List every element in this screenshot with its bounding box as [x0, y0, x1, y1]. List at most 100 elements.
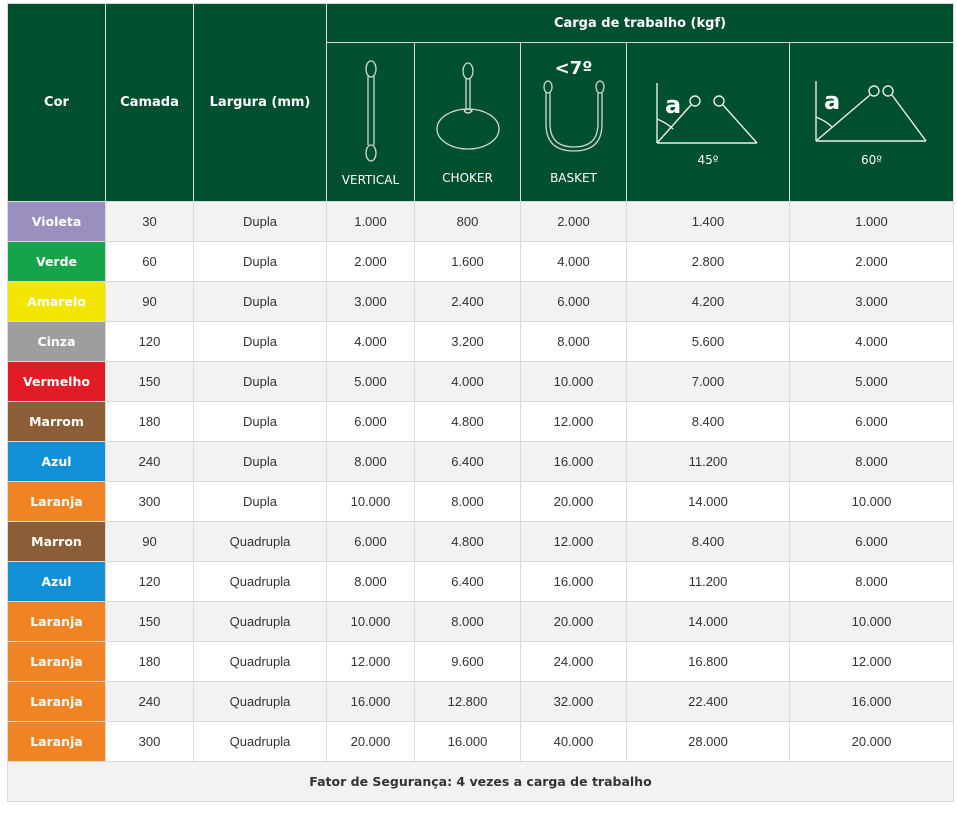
choker-load-cell: 4.800 — [414, 401, 521, 442]
choker-label: CHOKER — [442, 171, 493, 185]
camada-cell: 240 — [105, 441, 194, 482]
choker-load-cell: 16.000 — [414, 721, 521, 762]
basket-sling-icon — [542, 80, 605, 152]
angle-45-load-cell: 14.000 — [626, 481, 790, 522]
angle-45-load-cell: 16.800 — [626, 641, 790, 682]
basket-angle-label: <7º — [554, 58, 593, 79]
header-largura: Largura (mm) — [193, 3, 327, 202]
camada-cell: 180 — [105, 641, 194, 682]
vertical-load-cell: 10.000 — [326, 481, 415, 522]
choker-load-cell: 3.200 — [414, 321, 521, 362]
choker-load-cell: 2.400 — [414, 281, 521, 322]
header-60: a 60º — [789, 42, 954, 202]
vertical-sling-icon — [364, 60, 377, 162]
angle-45-load-cell: 2.800 — [626, 241, 790, 282]
angle-60-load-cell: 1.000 — [789, 201, 954, 242]
angle-60-load-cell: 5.000 — [789, 361, 954, 402]
color-name-cell: Laranja — [7, 601, 106, 642]
vertical-load-cell: 12.000 — [326, 641, 415, 682]
basket-load-cell: 12.000 — [520, 521, 627, 562]
header-cor: Cor — [7, 3, 106, 202]
vertical-load-cell: 10.000 — [326, 601, 415, 642]
vertical-load-cell: 6.000 — [326, 521, 415, 562]
table-row: Azul 120 Quadrupla 8.000 6.400 16.000 11.200 8.… — [7, 561, 954, 602]
basket-load-cell: 24.000 — [520, 641, 627, 682]
choker-load-cell: 6.400 — [414, 561, 521, 602]
camada-cell: 90 — [105, 281, 194, 322]
choker-load-cell: 4.800 — [414, 521, 521, 562]
camada-cell: 180 — [105, 401, 194, 442]
vertical-load-cell: 16.000 — [326, 681, 415, 722]
angle-45-load-cell: 14.000 — [626, 601, 790, 642]
vertical-load-cell: 8.000 — [326, 561, 415, 602]
angle-letter-45: a — [665, 91, 681, 119]
angle-60-load-cell: 4.000 — [789, 321, 954, 362]
color-name-cell: Verde — [7, 241, 106, 282]
angle-45-load-cell: 8.400 — [626, 521, 790, 562]
choker-load-cell: 9.600 — [414, 641, 521, 682]
angle-45-sling-icon: a — [656, 83, 758, 144]
basket-label: BASKET — [550, 171, 597, 185]
angle-45-load-cell: 22.400 — [626, 681, 790, 722]
largura-cell: Dupla — [193, 481, 327, 522]
angle-45-load-cell: 5.600 — [626, 321, 790, 362]
angle-60-load-cell: 6.000 — [789, 521, 954, 562]
vertical-load-cell: 2.000 — [326, 241, 415, 282]
angle-60-load-cell: 8.000 — [789, 561, 954, 602]
angle-45-load-cell: 7.000 — [626, 361, 790, 402]
table-row: Violeta 30 Dupla 1.000 800 2.000 1.400 1.000 — [7, 201, 954, 242]
choker-load-cell: 800 — [414, 201, 521, 242]
vertical-load-cell: 4.000 — [326, 321, 415, 362]
color-name-cell: Azul — [7, 561, 106, 602]
basket-load-cell: 2.000 — [520, 201, 627, 242]
angle-45-load-cell: 28.000 — [626, 721, 790, 762]
angle-45-label: 45º — [697, 153, 719, 167]
camada-cell: 240 — [105, 681, 194, 722]
table-row: Vermelho 150 Dupla 5.000 4.000 10.000 7.000 5.0… — [7, 361, 954, 402]
angle-45-load-cell: 11.200 — [626, 441, 790, 482]
angle-60-load-cell: 10.000 — [789, 481, 954, 522]
table-row: Laranja 180 Quadrupla 12.000 9.600 24.000 16.8… — [7, 641, 954, 682]
table-body: Violeta 30 Dupla 1.000 800 2.000 1.400 1.000 Ver… — [7, 201, 954, 762]
largura-cell: Quadrupla — [193, 681, 327, 722]
angle-letter-60: a — [824, 87, 840, 115]
table-row: Marrom 180 Dupla 6.000 4.800 12.000 8.400 6.000 — [7, 401, 954, 442]
camada-cell: 150 — [105, 601, 194, 642]
angle-45-load-cell: 1.400 — [626, 201, 790, 242]
color-name-cell: Laranja — [7, 681, 106, 722]
table-row: Amarelo 90 Dupla 3.000 2.400 6.000 4.200 3.000 — [7, 281, 954, 322]
color-name-cell: Laranja — [7, 481, 106, 522]
choker-load-cell: 12.800 — [414, 681, 521, 722]
color-name-cell: Violeta — [7, 201, 106, 242]
angle-60-load-cell: 8.000 — [789, 441, 954, 482]
choker-load-cell: 4.000 — [414, 361, 521, 402]
table-row: Laranja 240 Quadrupla 16.000 12.800 32.000 22.… — [7, 681, 954, 722]
basket-load-cell: 16.000 — [520, 441, 627, 482]
header-camada: Camada — [105, 3, 194, 202]
largura-cell: Quadrupla — [193, 601, 327, 642]
camada-cell: 90 — [105, 521, 194, 562]
table-row: Verde 60 Dupla 2.000 1.600 4.000 2.800 2.000 — [7, 241, 954, 282]
basket-load-cell: 20.000 — [520, 481, 627, 522]
largura-cell: Dupla — [193, 321, 327, 362]
largura-cell: Quadrupla — [193, 561, 327, 602]
choker-sling-icon — [435, 62, 500, 150]
angle-60-load-cell: 10.000 — [789, 601, 954, 642]
color-name-cell: Marrom — [7, 401, 106, 442]
camada-cell: 300 — [105, 481, 194, 522]
vertical-load-cell: 5.000 — [326, 361, 415, 402]
camada-cell: 300 — [105, 721, 194, 762]
largura-cell: Dupla — [193, 361, 327, 402]
table-row: Laranja 300 Dupla 10.000 8.000 20.000 14.000 10… — [7, 481, 954, 522]
angle-60-load-cell: 12.000 — [789, 641, 954, 682]
basket-load-cell: 40.000 — [520, 721, 627, 762]
vertical-label: VERTICAL — [341, 173, 400, 187]
load-capacity-table: Cor Camada Largura (mm) Carga de trabalh… — [7, 3, 954, 802]
color-name-cell: Vermelho — [7, 361, 106, 402]
largura-cell: Dupla — [193, 401, 327, 442]
largura-cell: Quadrupla — [193, 521, 327, 562]
color-name-cell: Cinza — [7, 321, 106, 362]
largura-cell: Dupla — [193, 281, 327, 322]
angle-60-load-cell: 20.000 — [789, 721, 954, 762]
camada-cell: 150 — [105, 361, 194, 402]
